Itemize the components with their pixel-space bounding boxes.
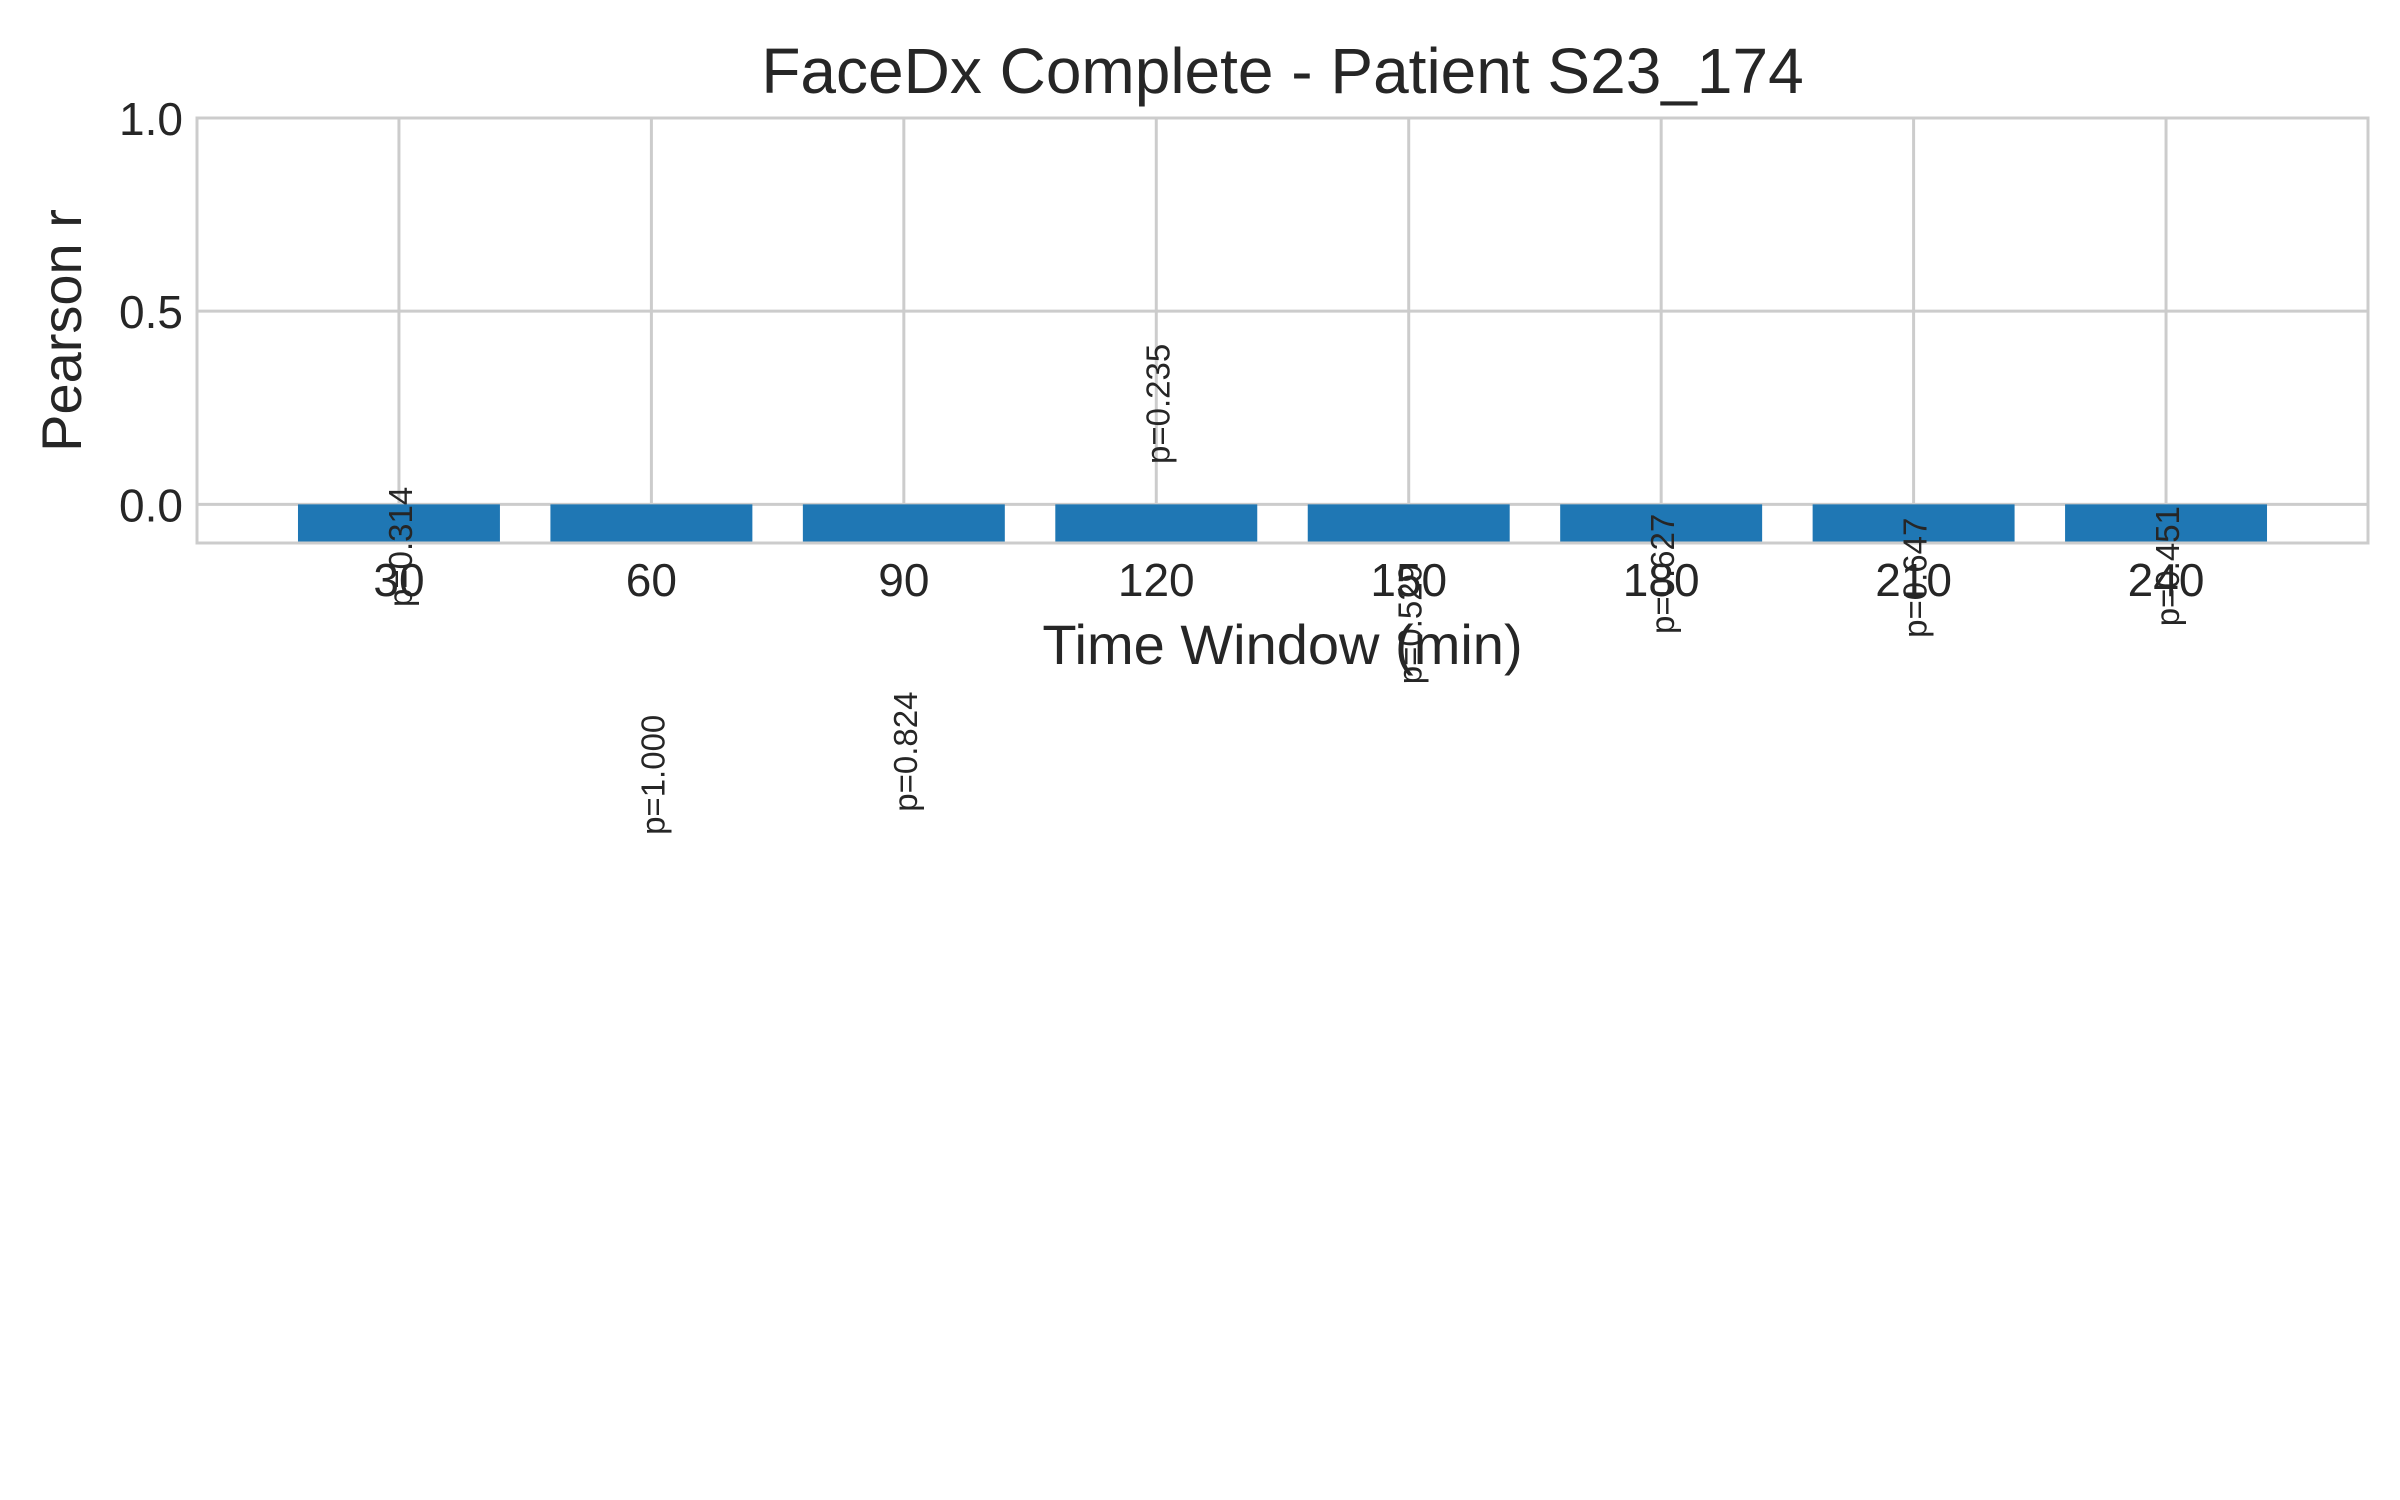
x-tick-label: 180 xyxy=(1623,554,1700,606)
chart-title: FaceDx Complete - Patient S23_174 xyxy=(761,35,1803,107)
y-tick-label: 1.0 xyxy=(119,93,183,145)
y-tick-labels: 0.0 0.5 1.0 xyxy=(119,93,183,531)
x-tick-label: 60 xyxy=(626,554,677,606)
bar xyxy=(550,504,753,543)
p-value-label: p=0.235 xyxy=(1139,344,1176,464)
x-tick-label: 210 xyxy=(1875,554,1952,606)
bar xyxy=(802,504,1005,543)
p-value-label: p=0.529 xyxy=(1392,564,1429,684)
x-tick-label: 240 xyxy=(2128,554,2205,606)
bar xyxy=(1560,504,1763,543)
x-tick-label: 120 xyxy=(1118,554,1195,606)
y-tick-label: 0.0 xyxy=(119,479,183,531)
p-value-label: p=0.647 xyxy=(1897,518,1934,638)
p-value-label: p=0.824 xyxy=(887,692,924,812)
bar xyxy=(1812,504,2015,543)
y-axis-label: Pearson r xyxy=(30,209,93,452)
gridlines xyxy=(197,116,2368,543)
p-value-label: p=0.627 xyxy=(1644,514,1681,634)
p-value-label: p=1.000 xyxy=(634,715,671,835)
bar xyxy=(1307,504,1510,543)
bar xyxy=(1055,504,1258,543)
x-tick-label: 30 xyxy=(373,554,424,606)
x-tick-label: 90 xyxy=(878,554,929,606)
p-value-label: p=0.451 xyxy=(2149,506,2186,626)
p-value-label: p=0.314 xyxy=(382,487,419,607)
x-tick-label: 150 xyxy=(1370,554,1447,606)
bar xyxy=(297,504,500,543)
bar-annotations: p=0.314 p=1.000 p=0.824 p=0.235 p=0.529 p=0.6… xyxy=(382,344,2186,835)
y-tick-label: 0.5 xyxy=(119,286,183,338)
bars xyxy=(297,504,2268,543)
plot-frame xyxy=(195,116,2370,545)
bar xyxy=(2065,504,2268,543)
x-axis-label: Time Window (min) xyxy=(1042,613,1522,676)
x-tick-labels: 30 60 90 120 150 180 210 240 xyxy=(373,554,2204,606)
